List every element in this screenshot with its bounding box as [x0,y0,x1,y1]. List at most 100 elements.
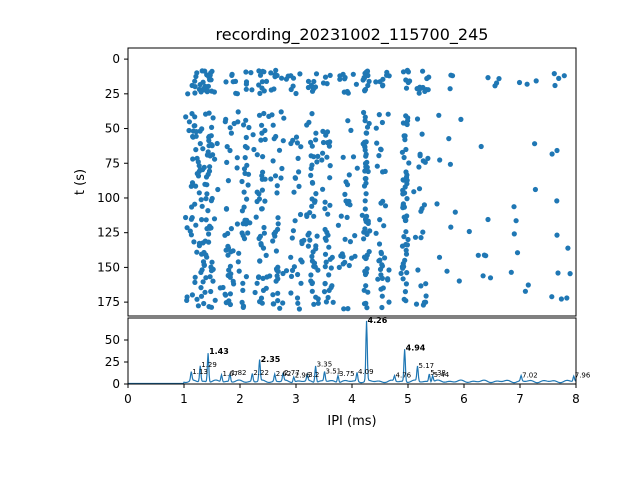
scatter-point [313,130,319,136]
scatter-point [292,175,298,181]
scatter-point [189,292,195,298]
scatter-point [377,266,384,272]
scatter-point [320,128,326,134]
scatter-point [379,262,385,268]
peak-label: 7.02 [522,372,538,380]
scatter-point [262,127,268,134]
scatter-point [275,221,281,227]
scatter-point [279,75,285,81]
scatter-point [322,199,328,205]
scatter-point [193,183,199,189]
scatter-point [418,208,424,214]
scatter-point [346,172,352,178]
scatter-point [262,198,268,204]
peak-label: 2.62 [276,370,292,378]
scatter-point [418,283,424,289]
y-tick-label: 50 [105,333,120,347]
scatter-point [203,275,209,281]
scatter-point [436,254,443,260]
scatter-point [335,222,341,228]
scatter-point [207,274,213,280]
scatter-point [379,275,385,281]
peak-labels: 1.131.29 1.43 1.671.82 2.22 2.35 2.622.772.96… [192,316,591,380]
y-tick-label: 100 [97,191,120,205]
scatter-point [361,139,368,145]
scatter-point [309,253,315,260]
scatter-point [298,257,304,263]
x-tick-label: 0 [124,392,132,406]
x-tick-label: 6 [460,392,468,406]
scatter-point [364,124,371,130]
scatter-point [328,265,334,271]
scatter-point [342,191,348,197]
scatter-point [245,171,252,177]
scatter-point [192,78,198,84]
scatter-point [380,82,386,88]
x-tick-label: 5 [404,392,412,406]
scatter-point [382,255,388,261]
scatter-point [444,268,450,274]
scatter-point [513,218,519,224]
scatter-point [255,274,262,280]
scatter-point [322,251,329,257]
scatter-point [288,254,294,260]
scatter-point [402,184,408,190]
scatter-point [206,133,212,139]
scatter-point [205,208,211,214]
scatter-point [416,164,422,170]
scatter-point [326,143,332,149]
scatter-point [420,68,426,74]
scatter-point [341,306,347,312]
scatter-point [275,298,281,304]
scatter-point [312,199,318,205]
scatter-point [258,137,264,143]
scatter-point [426,74,432,80]
scatter-point [359,212,365,218]
scatter-point [241,122,247,128]
scatter-point [223,292,229,298]
peak-label: 2.22 [253,369,269,377]
scatter-point [378,286,384,292]
scatter-point [363,151,369,157]
scatter-point [241,166,248,172]
scatter-point [354,165,360,171]
scatter-point [200,146,206,152]
scatter-point [208,142,215,148]
scatter-point [274,183,280,189]
scatter-point [223,206,230,212]
scatter-point [280,270,286,277]
peak-label: 4.26 [368,316,388,325]
scatter-point [259,85,265,91]
scatter-point [417,153,423,159]
scatter-point [321,289,328,295]
scatter-point [268,70,274,76]
scatter-point [295,300,301,306]
scatter-point [401,234,407,240]
scatter-point [224,159,230,165]
scatter-point [363,69,369,75]
scatter-point [407,78,413,84]
scatter-point [297,211,304,218]
peak-label: 3.2 [308,371,319,379]
scatter-point [257,258,263,264]
scatter-point [362,268,368,274]
scatter-point [209,124,215,130]
scatter-point [185,91,191,97]
y-tick-label: 25 [105,87,120,101]
scatter-point [243,86,249,92]
scatter-point [386,299,392,305]
scatter-point [361,109,367,116]
scatter-point [307,210,313,216]
scatter-point [193,133,199,139]
scatter-point [350,154,357,160]
scatter-y-axis-label: t (s) [73,169,88,195]
scatter-point [194,296,200,302]
peak-label: 4.09 [358,368,374,376]
peak-label: 5.17 [419,362,435,370]
scatter-point [228,226,234,232]
scatter-point [274,190,280,196]
scatter-point [243,134,249,141]
scatter-point [222,232,228,238]
scatter-point [425,155,431,161]
scatter-point [260,245,267,251]
